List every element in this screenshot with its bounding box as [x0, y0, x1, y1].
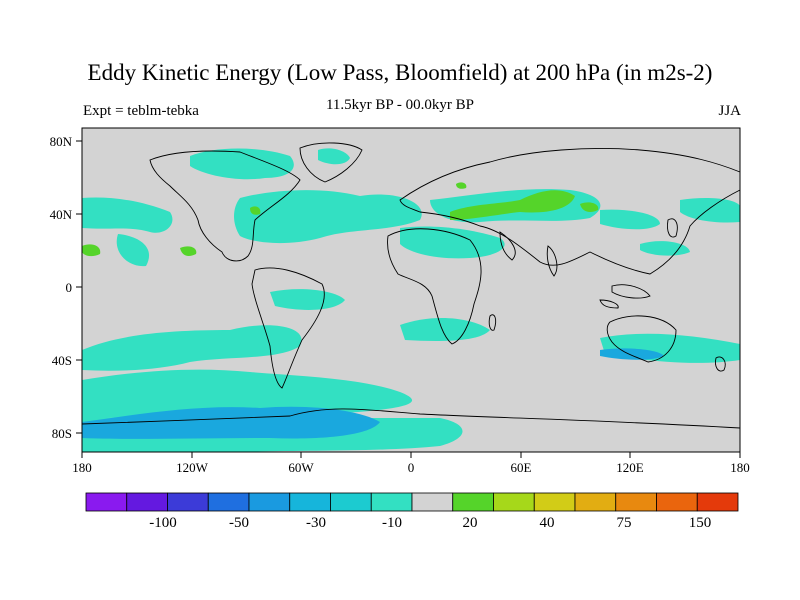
- colorbar-label: 40: [540, 515, 555, 531]
- colorbar-swatch: [411, 492, 454, 512]
- x-tick-label: 180: [72, 460, 92, 475]
- colorbar-label: -30: [306, 515, 326, 531]
- colorbar-swatch: [289, 492, 331, 512]
- colorbar-label: 20: [463, 515, 478, 531]
- colorbar-swatch: [615, 492, 657, 512]
- y-tick-label: 0: [66, 280, 73, 295]
- y-tick-label: 40S: [52, 353, 72, 368]
- y-tick-label: 40N: [50, 207, 73, 222]
- colorbar-swatch: [370, 492, 413, 512]
- x-tick-label: 60W: [288, 460, 314, 475]
- x-tick-label: 60E: [511, 460, 532, 475]
- colorbar-swatch: [126, 492, 168, 512]
- colorbar-labels: -100 -50 -30 -10 20 40 75 150: [149, 515, 711, 531]
- y-tick-labels: 80N 40N 0 40S 80S: [50, 134, 73, 441]
- colorbar-swatch: [493, 492, 535, 512]
- anomaly-shading: [82, 148, 740, 452]
- colorbar-swatch: [696, 492, 739, 512]
- colorbar-swatch: [452, 492, 494, 512]
- colorbar-label: -10: [382, 515, 402, 531]
- colorbar-swatch: [167, 492, 209, 512]
- colorbar-label: -50: [229, 515, 249, 531]
- colorbar-swatch: [330, 492, 372, 512]
- colorbar-label: 75: [617, 515, 632, 531]
- colorbar: [85, 492, 739, 512]
- axis-ticks: [76, 140, 741, 458]
- map-subtitle: 11.5kyr BP - 00.0kyr BP: [325, 97, 475, 113]
- colorbar-swatch: [85, 492, 128, 512]
- x-tick-labels: 180 120W 60W 0 60E 120E 180: [72, 460, 750, 475]
- colorbar-swatch: [656, 492, 698, 512]
- colorbar-swatch: [248, 492, 291, 512]
- x-tick-label: 120E: [616, 460, 644, 475]
- coastlines: [81, 142, 741, 429]
- colorbar-swatch: [207, 492, 250, 512]
- colorbar-swatch: [574, 492, 617, 512]
- experiment-label: Expt = teblm-tebka: [83, 103, 199, 119]
- y-tick-label: 80N: [50, 134, 73, 149]
- colorbar-label: -100: [149, 515, 177, 531]
- x-tick-label: 180: [730, 460, 750, 475]
- season-label: JJA: [718, 103, 741, 119]
- colorbar-swatch: [533, 492, 576, 512]
- x-tick-label: 0: [408, 460, 415, 475]
- x-tick-label: 120W: [176, 460, 209, 475]
- y-tick-label: 80S: [52, 426, 72, 441]
- colorbar-label: 150: [689, 515, 712, 531]
- map-title: Eddy Kinetic Energy (Low Pass, Bloomfiel…: [87, 60, 713, 85]
